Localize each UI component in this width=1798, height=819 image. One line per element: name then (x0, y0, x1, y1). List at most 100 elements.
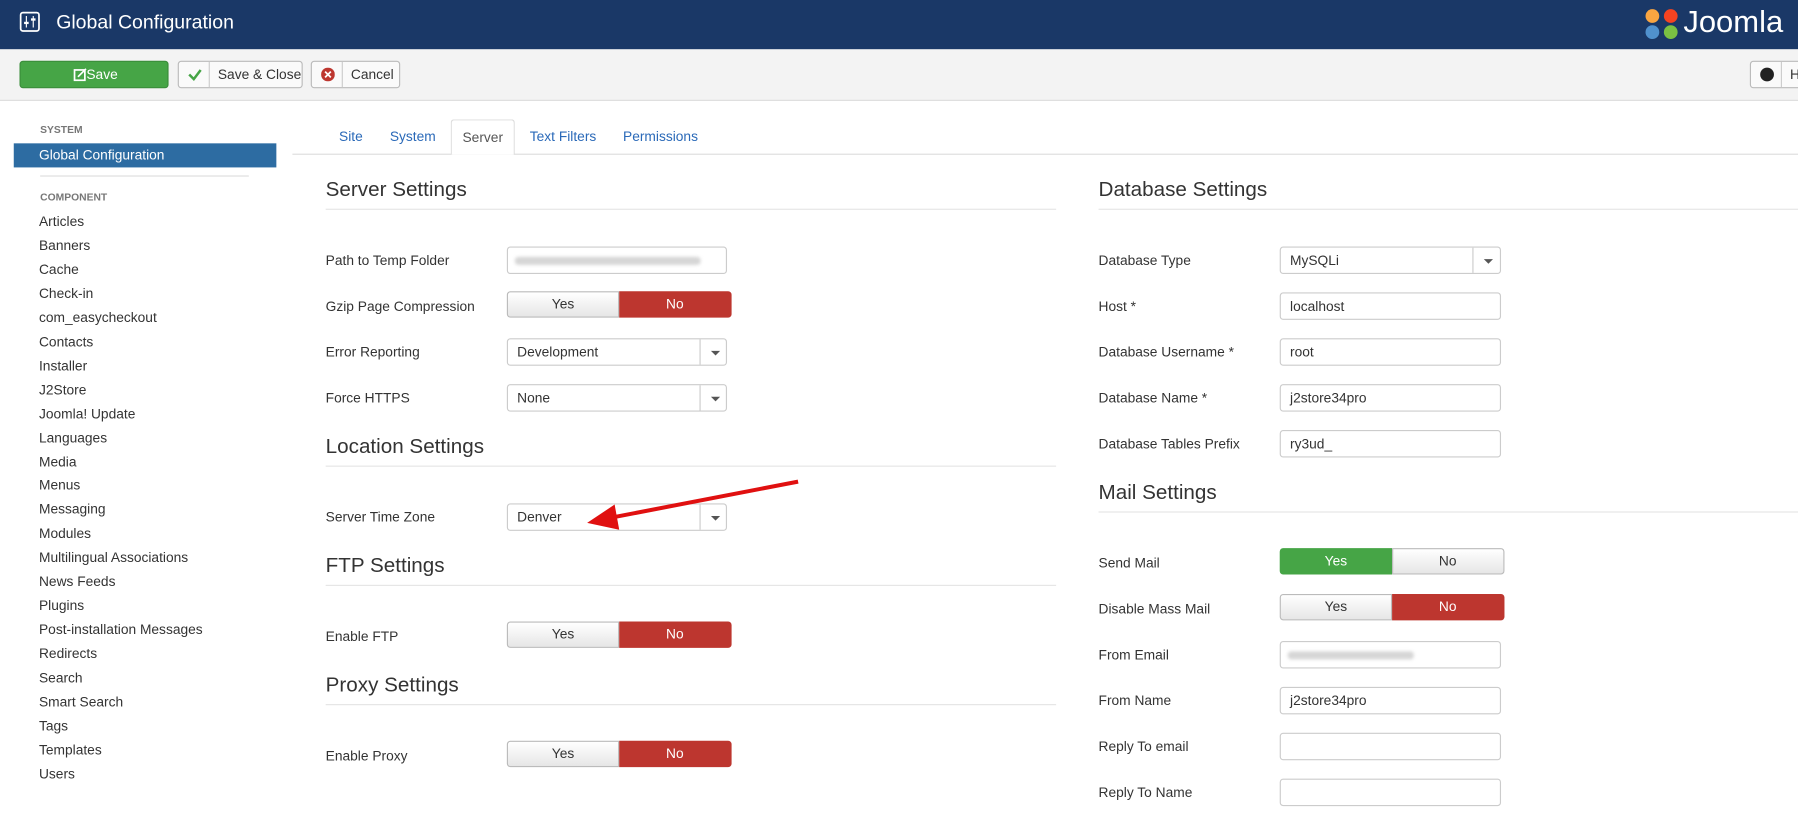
help-icon (1760, 67, 1774, 82)
joomla-logo-icon (1645, 9, 1678, 39)
toggle-option[interactable]: Yes (506, 740, 620, 768)
section-line (1098, 511, 1798, 513)
sidebar-link[interactable]: Check-in (38, 285, 94, 302)
joomla-logo-text: Joomla (1683, 4, 1784, 39)
button-icon (188, 69, 202, 82)
button-divider (1780, 61, 1782, 88)
button-icon (321, 67, 335, 82)
help-button[interactable]: Help (1749, 60, 1798, 89)
toggle-option[interactable]: No (618, 621, 732, 648)
select-box[interactable]: None (506, 384, 728, 412)
sidebar-link[interactable]: Cache (38, 261, 79, 278)
field-label: Enable FTP (325, 628, 399, 645)
select-divider (699, 385, 701, 411)
tab[interactable]: Site (339, 128, 363, 145)
sidebar-link[interactable]: Joomla! Update (38, 405, 136, 422)
toggle-option[interactable]: No (1391, 593, 1504, 621)
blurred-text (514, 256, 701, 265)
select-caret (710, 350, 721, 356)
select-caret (710, 396, 721, 402)
section-line (325, 465, 1057, 467)
toggle-option[interactable]: Yes (506, 291, 620, 318)
toggle-option[interactable]: Yes (1279, 548, 1393, 575)
text-input[interactable] (1279, 641, 1502, 669)
section-heading: Server Settings (325, 177, 467, 201)
section-heading: Location Settings (325, 434, 485, 458)
sidebar-link[interactable]: Banners (38, 237, 91, 254)
text-input[interactable] (1279, 732, 1502, 761)
field-label: Gzip Page Compression (325, 298, 475, 315)
button-icon (73, 68, 87, 82)
blurred-text (1287, 651, 1414, 660)
tab[interactable]: Permissions (623, 128, 698, 145)
sidebar-link[interactable]: Media (38, 453, 77, 470)
sidebar-link[interactable]: Tags (38, 717, 69, 734)
field-label: Database Name * (1098, 389, 1208, 406)
section-line (325, 704, 1057, 706)
text-input[interactable]: ry3ud_ (1279, 430, 1502, 458)
section-line (1098, 208, 1798, 210)
sidebar-link[interactable]: Multilingual Associations (38, 549, 189, 566)
sidebar-link[interactable]: Contacts (38, 333, 94, 350)
section-heading: Database Settings (1098, 177, 1268, 201)
sidebar-link[interactable]: Smart Search (38, 693, 124, 710)
toolbar-button[interactable]: Save (19, 60, 169, 89)
sidebar-link[interactable]: Messaging (38, 501, 106, 518)
sidebar-link[interactable]: Post-installation Messages (38, 621, 203, 638)
sidebar-link[interactable]: Search (38, 669, 83, 686)
sidebar-active[interactable]: Global Configuration (13, 143, 277, 168)
button-label: Cancel (350, 66, 394, 83)
text-input[interactable]: j2store34pro (1279, 384, 1502, 412)
text-input[interactable]: root (1279, 338, 1502, 366)
field-label: Host * (1098, 298, 1137, 315)
tab[interactable]: System (389, 128, 436, 145)
text-input[interactable] (506, 246, 728, 275)
section-heading: FTP Settings (325, 553, 445, 577)
toggle-option[interactable]: Yes (506, 621, 620, 648)
select-divider (699, 504, 701, 530)
text-input[interactable]: localhost (1279, 292, 1502, 320)
select-box[interactable]: MySQLi (1279, 246, 1502, 275)
sidebar-link[interactable]: Plugins (38, 597, 85, 614)
text-input[interactable] (1279, 778, 1502, 807)
select-caret (710, 516, 721, 521)
toggle-option[interactable]: No (618, 291, 732, 318)
tab-active[interactable]: Server (450, 119, 515, 155)
select-divider (699, 339, 701, 365)
sidebar-link[interactable]: Modules (38, 525, 92, 542)
field-label: Database Username * (1098, 344, 1234, 361)
sidebar-heading: SYSTEM (40, 123, 83, 136)
toolbar-button[interactable]: Save & Close (177, 60, 303, 89)
field-label: Server Time Zone (325, 509, 436, 526)
select-box[interactable]: Development (506, 338, 728, 366)
toggle-option[interactable]: No (618, 740, 732, 768)
select-divider (1472, 247, 1474, 273)
select-caret (1483, 259, 1494, 264)
sidebar-link[interactable]: Articles (38, 213, 85, 230)
sidebar-link[interactable]: Installer (38, 357, 88, 374)
sidebar-link[interactable]: J2Store (38, 381, 87, 398)
field-label: From Email (1098, 646, 1169, 663)
sidebar-link[interactable]: Users (38, 765, 75, 782)
toggle-option[interactable]: No (1391, 548, 1504, 575)
button-label: Save & Close (217, 66, 302, 83)
tab[interactable]: Text Filters (529, 128, 597, 145)
sidebar-link[interactable]: com_easycheckout (38, 309, 157, 326)
toolbar-button[interactable]: Cancel (310, 60, 401, 89)
button-label: Help (1790, 62, 1798, 87)
sidebar-link[interactable]: News Feeds (38, 573, 116, 590)
text-input[interactable]: j2store34pro (1279, 686, 1502, 715)
header-title: Global Configuration (56, 11, 234, 34)
field-label: Reply To email (1098, 738, 1189, 755)
tabs-line (292, 153, 1798, 155)
header-bar (0, 0, 1798, 50)
toggle-option[interactable]: Yes (1279, 593, 1393, 621)
field-label: Error Reporting (325, 344, 420, 361)
sidebar-link[interactable]: Redirects (38, 645, 98, 662)
button-label: Save (86, 66, 118, 83)
sidebar-link[interactable]: Menus (38, 477, 81, 494)
sidebar-link[interactable]: Languages (38, 429, 108, 446)
sidebar-link[interactable]: Templates (38, 741, 102, 758)
